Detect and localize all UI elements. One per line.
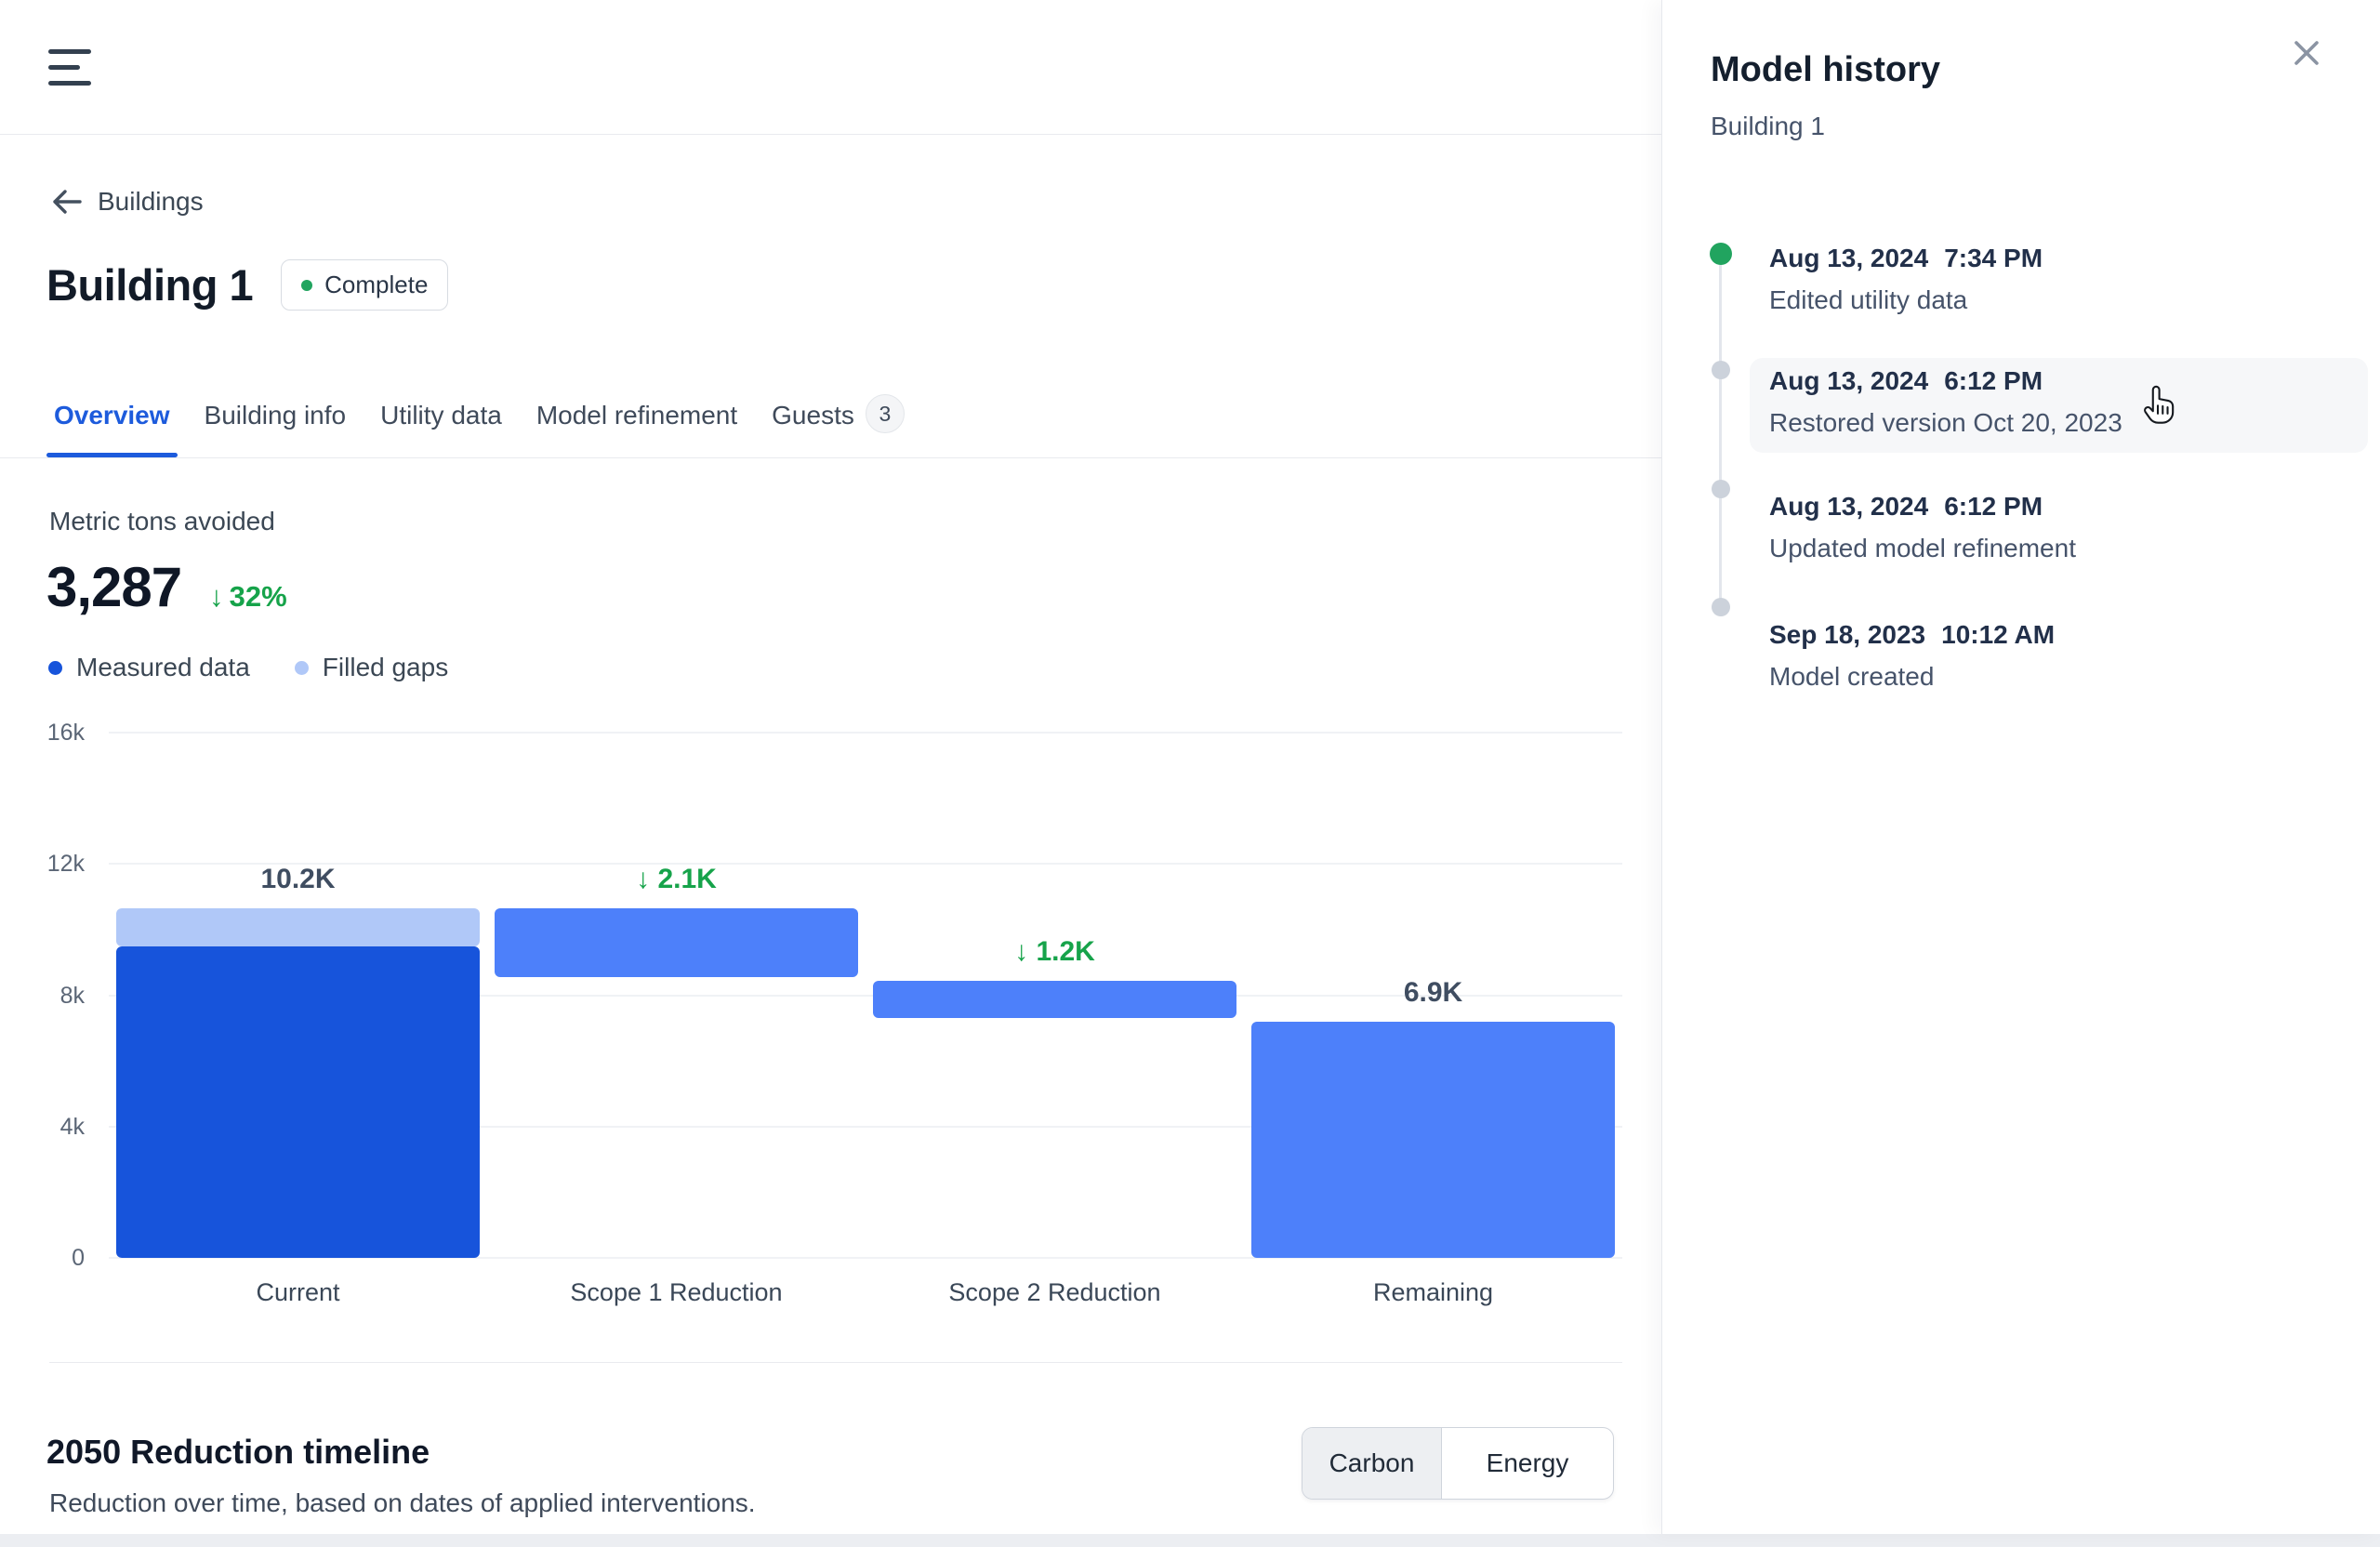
bar-value-label: 6.9K — [1403, 976, 1463, 1008]
metric-label: Metric tons avoided — [49, 507, 275, 536]
tab-guests[interactable]: Guests 3 — [772, 394, 905, 454]
x-axis-category-label: Scope 1 Reduction — [570, 1278, 783, 1306]
history-entry[interactable]: Aug 13, 2024 6:12 PM Restored version Oct… — [1769, 366, 2122, 437]
guests-count-badge: 3 — [865, 394, 905, 433]
reduction-timeline-title: 2050 Reduction timeline — [46, 1433, 430, 1471]
bar-segment-reduction — [495, 907, 858, 978]
history-entry[interactable]: Sep 18, 2023 10:12 AM Model created — [1769, 620, 2056, 691]
tab-model-refinement[interactable]: Model refinement — [536, 401, 738, 430]
toggle-carbon[interactable]: Carbon — [1302, 1428, 1442, 1499]
metric-row: 3,287 ↓ 32% — [46, 555, 287, 619]
x-axis-category-label: Scope 2 Reduction — [948, 1278, 1161, 1306]
timeline-dot-icon — [1712, 361, 1730, 379]
y-axis-tick-label: 0 — [72, 1245, 85, 1271]
bar-segment-reduction — [1251, 1021, 1615, 1258]
tab-bar: Overview Building info Utility data Mode… — [46, 394, 905, 457]
y-axis-tick-label: 16k — [46, 720, 85, 746]
arrow-down-icon: ↓ — [209, 580, 224, 613]
section-divider — [49, 1362, 1622, 1363]
y-axis-tick-label: 4k — [60, 1113, 85, 1140]
panel-title: Model history — [1711, 50, 1941, 89]
gridline — [109, 732, 1622, 734]
tab-overview[interactable]: Overview — [46, 401, 178, 457]
close-panel-button[interactable] — [2281, 30, 2332, 80]
chart-legend: Measured data Filled gaps — [48, 653, 448, 682]
gridline — [109, 994, 1622, 997]
y-axis-tick-label: 12k — [46, 851, 85, 878]
legend-item-measured: Measured data — [48, 653, 250, 682]
timeline-connector-line — [1719, 262, 1722, 606]
history-entry[interactable]: Aug 13, 2024 7:34 PM Edited utility data — [1769, 244, 2043, 314]
status-badge-label: Complete — [324, 271, 429, 298]
metric-delta-value: 32% — [229, 580, 287, 613]
gridline — [109, 863, 1622, 866]
bar-delta-label: ↓ 1.2K — [1014, 935, 1095, 967]
breadcrumb-back-link[interactable]: Buildings — [51, 187, 204, 217]
history-entry-hover-background — [1750, 358, 2368, 453]
title-row: Building 1 Complete — [46, 259, 449, 311]
reduction-timeline-subtitle: Reduction over time, based on dates of a… — [49, 1488, 756, 1517]
legend-dot-filled-icon — [294, 660, 309, 675]
metric-delta: ↓ 32% — [209, 580, 287, 614]
bar-segment-measured — [116, 945, 480, 1258]
breadcrumb-label: Buildings — [98, 187, 204, 216]
hand-cursor-icon — [2140, 383, 2179, 430]
toggle-energy[interactable]: Energy — [1486, 1448, 1569, 1477]
metric-value: 3,287 — [46, 556, 182, 618]
status-dot-icon — [301, 279, 313, 291]
carbon-energy-toggle: Carbon Energy — [1302, 1427, 1614, 1500]
arrow-left-icon — [51, 188, 83, 216]
x-axis-category-label: Current — [256, 1278, 340, 1306]
history-entry[interactable]: Aug 13, 2024 6:12 PM Updated model refine… — [1769, 492, 2076, 562]
page-title: Building 1 — [46, 260, 254, 310]
bar-value-label: 10.2K — [260, 863, 336, 894]
gridline — [109, 1125, 1622, 1128]
timeline-dot-current-icon — [1710, 243, 1732, 265]
gridline — [109, 1257, 1622, 1259]
tabs-divider — [0, 457, 1661, 458]
bar-delta-label: ↓ 2.1K — [636, 863, 717, 894]
main-content: Buildings Building 1 Complete Overview B… — [0, 135, 1661, 1534]
hamburger-menu-icon[interactable] — [48, 49, 91, 86]
waterfall-chart: 0 4k 8k 12k 16k 10.2K Current ↓ 2.1K Scope 1 Red… — [47, 720, 1622, 1306]
bar-segment-filled — [116, 907, 480, 946]
tab-utility-data[interactable]: Utility data — [380, 401, 502, 430]
timeline-dot-icon — [1712, 480, 1730, 498]
x-axis-category-label: Remaining — [1372, 1278, 1494, 1306]
close-icon — [2292, 38, 2321, 73]
timeline-dot-icon — [1712, 598, 1730, 616]
legend-dot-measured-icon — [48, 660, 62, 675]
legend-item-filled-gaps: Filled gaps — [294, 653, 448, 682]
model-history-panel: Model history Building 1 Aug 13, 2024 7:3… — [1661, 0, 2380, 1534]
status-badge: Complete — [281, 259, 449, 311]
bar-segment-reduction — [873, 980, 1236, 1019]
panel-subtitle: Building 1 — [1711, 112, 1825, 140]
tab-building-info[interactable]: Building info — [204, 401, 347, 430]
y-axis-tick-label: 8k — [60, 982, 85, 1009]
